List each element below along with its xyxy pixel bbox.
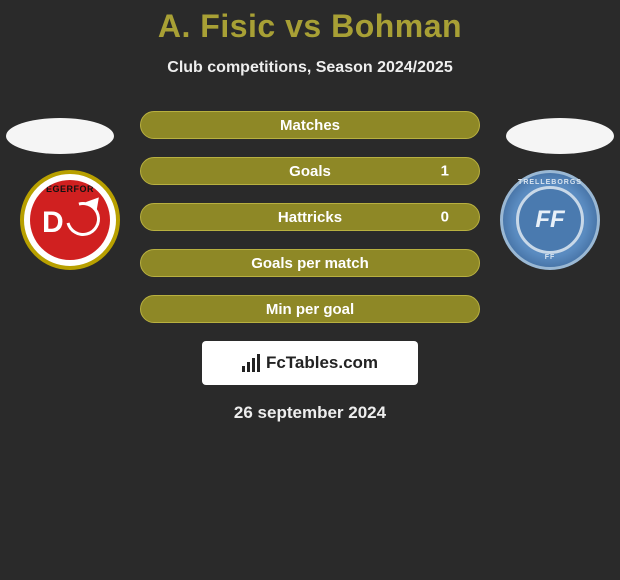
- crest-right-text-top: TRELLEBORGS: [503, 179, 597, 186]
- brand-box[interactable]: FcTables.com: [202, 341, 418, 385]
- stat-row-matches: Matches: [140, 111, 480, 139]
- player-left: [6, 118, 114, 154]
- crest-left-letter: D: [42, 206, 64, 240]
- stat-label: Min per goal: [266, 301, 354, 318]
- stat-value-right: 0: [441, 209, 449, 226]
- crest-right[interactable]: TRELLEBORGS FF FF: [500, 170, 600, 270]
- crest-left-text: EGERFOR: [30, 184, 110, 194]
- stat-label: Goals per match: [251, 255, 369, 272]
- bar-chart-icon: [242, 354, 260, 372]
- crest-left[interactable]: EGERFOR D: [20, 170, 120, 270]
- stat-label: Hattricks: [278, 209, 342, 226]
- player-right: [506, 118, 614, 154]
- player-silhouette-icon: [506, 118, 614, 154]
- stat-row-min-per-goal: Min per goal: [140, 295, 480, 323]
- crest-right-letters: FF: [535, 206, 564, 234]
- crest-right-text-bot: FF: [503, 254, 597, 261]
- subtitle: Club competitions, Season 2024/2025: [0, 59, 620, 77]
- stat-label: Matches: [280, 117, 340, 134]
- date-label: 26 september 2024: [0, 403, 620, 423]
- stat-value-right: 1: [441, 163, 449, 180]
- brand-text: FcTables.com: [266, 353, 378, 373]
- stat-row-hattricks: Hattricks 0: [140, 203, 480, 231]
- page-title: A. Fisic vs Bohman: [0, 8, 620, 45]
- stat-label: Goals: [289, 163, 331, 180]
- stat-row-goals: Goals 1: [140, 157, 480, 185]
- player-silhouette-icon: [6, 118, 114, 154]
- stat-row-goals-per-match: Goals per match: [140, 249, 480, 277]
